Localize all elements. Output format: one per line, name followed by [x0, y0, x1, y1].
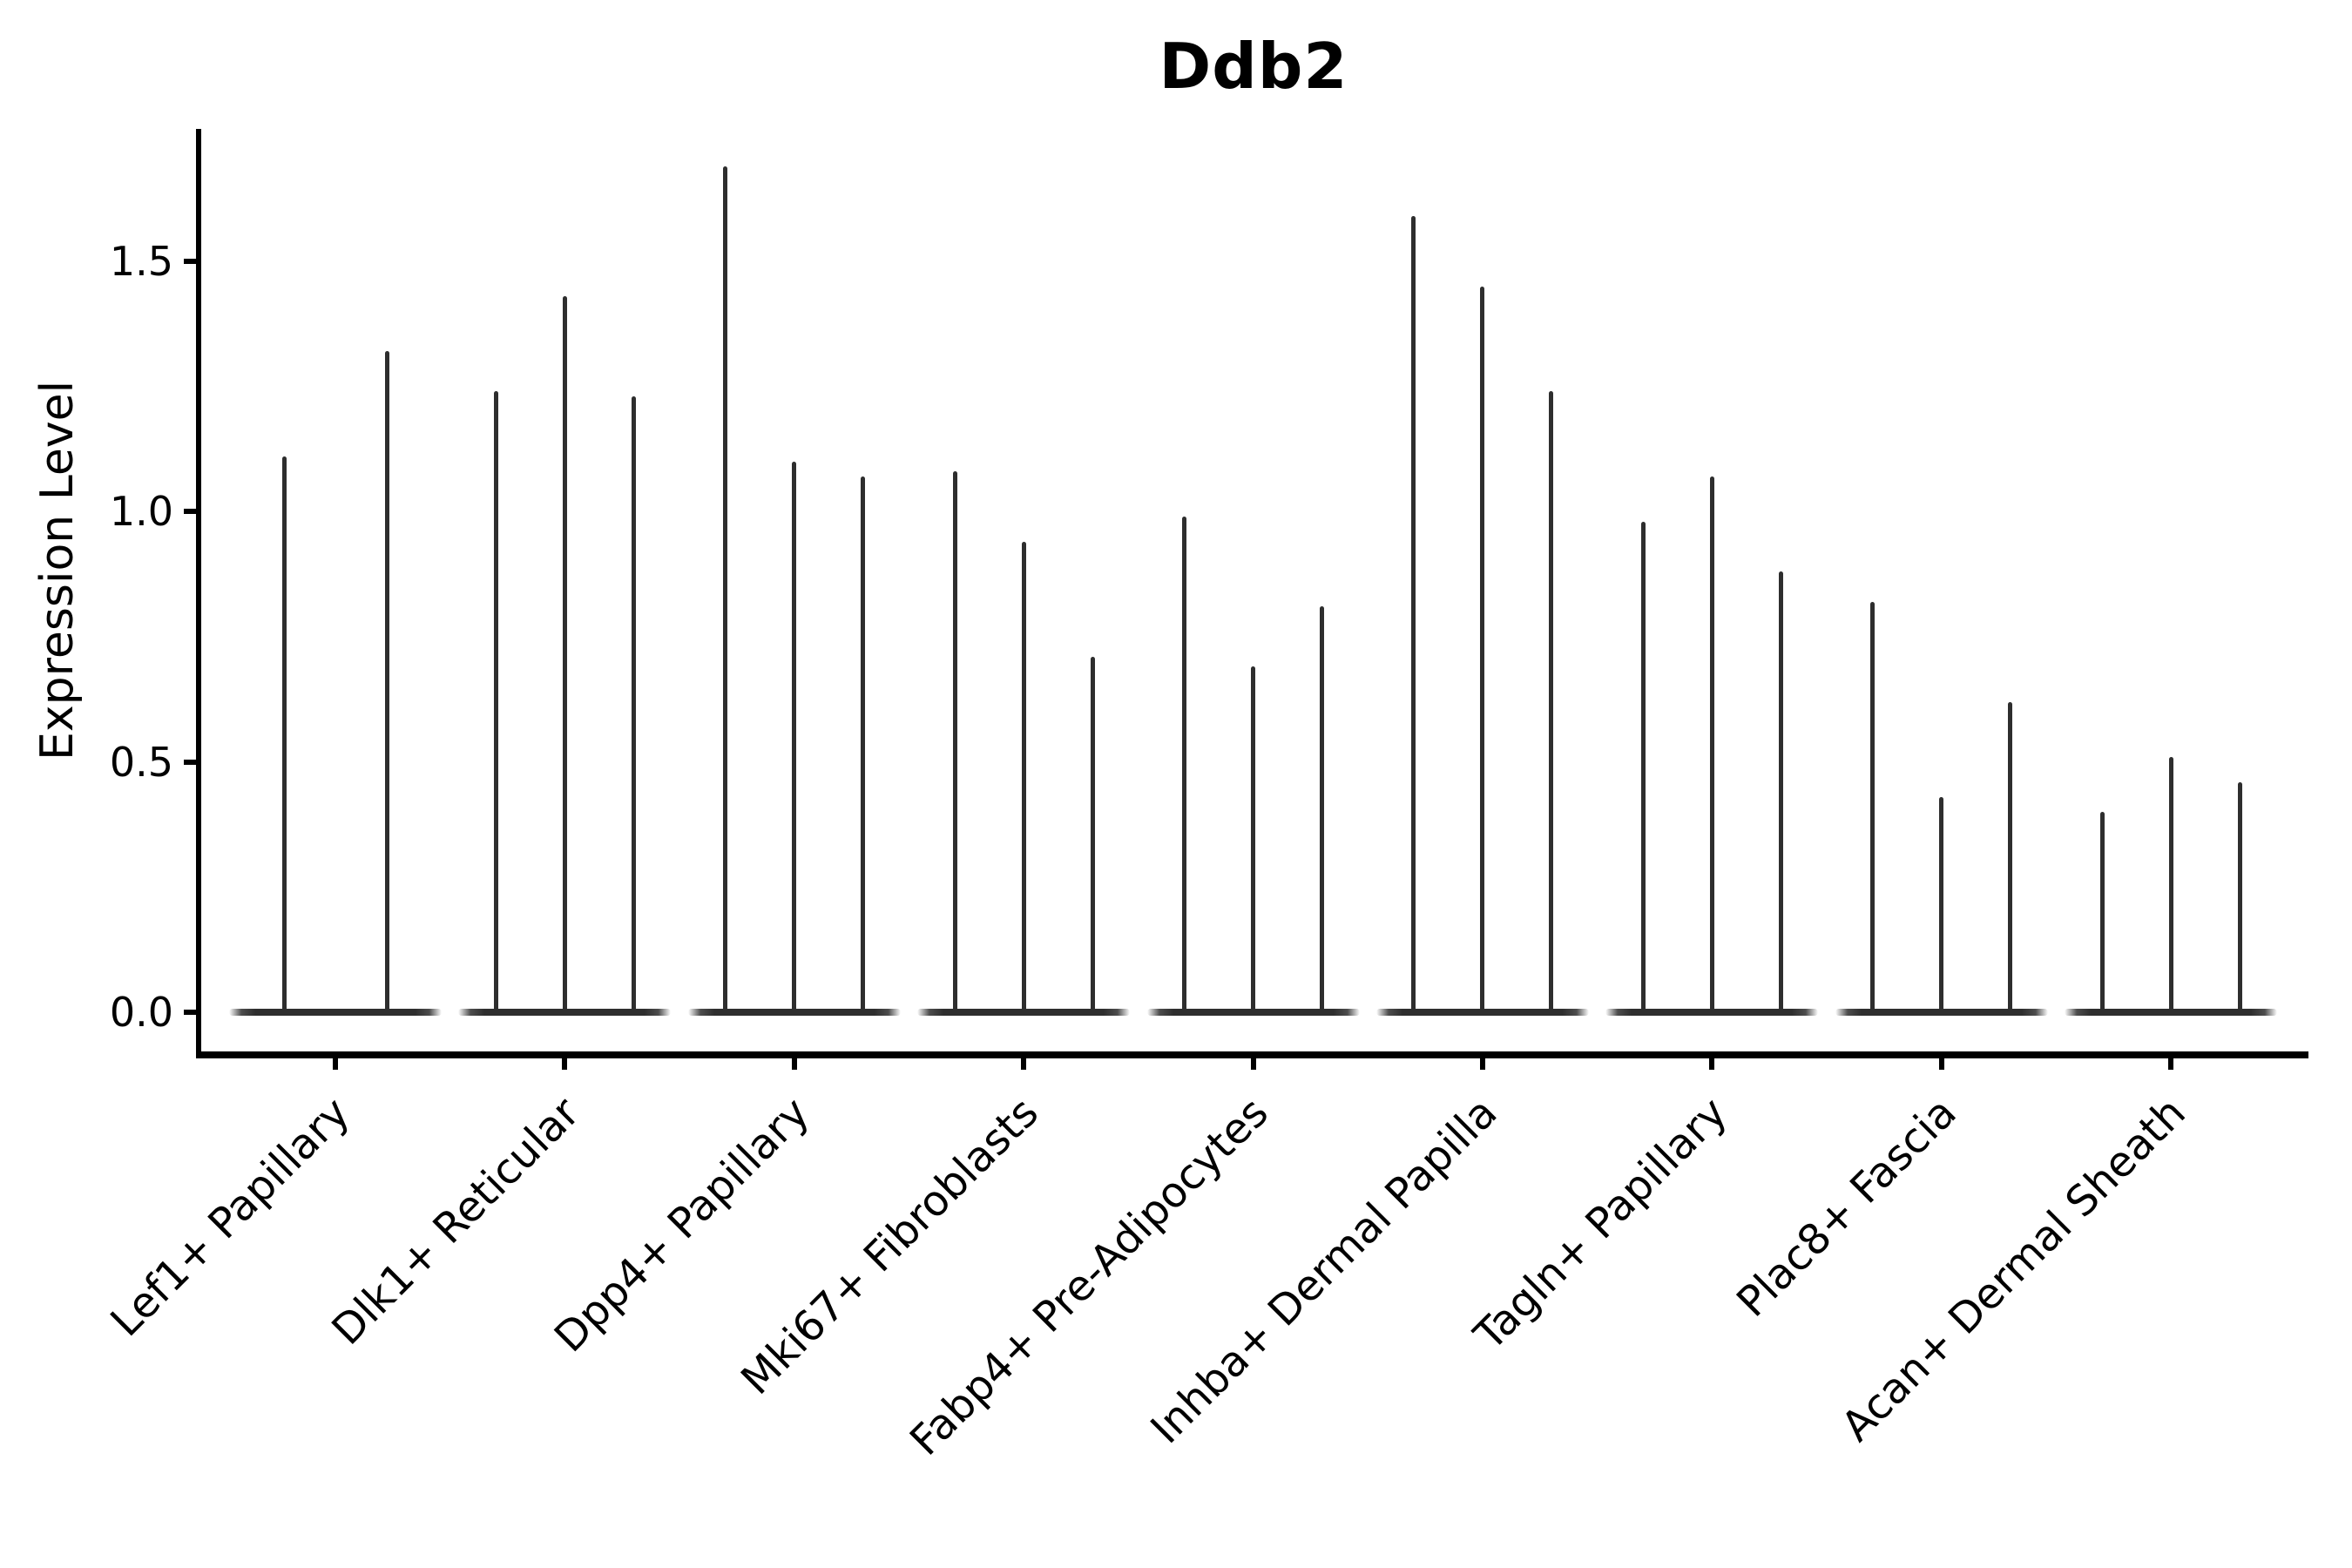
violin-spike: [2168, 756, 2173, 1015]
violin-spike: [1411, 216, 1416, 1015]
violin-spike: [1320, 606, 1324, 1015]
violin-spike: [2099, 812, 2105, 1015]
violin-spike: [861, 476, 866, 1015]
y-tick-label: 0.5: [109, 738, 173, 786]
y-tick-label: 0.0: [109, 989, 173, 1036]
violin-spike: [1251, 666, 1255, 1015]
y-tick: [184, 759, 196, 765]
violin-spike: [1640, 521, 1646, 1015]
violin-spike: [281, 456, 287, 1015]
x-axis-spine: [196, 1051, 2308, 1058]
violin-spike: [2237, 781, 2242, 1015]
violin-spike: [1939, 796, 1944, 1015]
x-tick-label: Dlk1+ Reticular: [322, 1088, 590, 1355]
x-tick: [562, 1058, 568, 1070]
x-tick: [1709, 1058, 1715, 1070]
x-tick-label: Lef1+ Papillary: [101, 1088, 360, 1347]
violin-spike: [562, 296, 567, 1015]
violin-spike: [1870, 601, 1876, 1015]
chart-title: Ddb2: [1159, 30, 1348, 103]
violin-spike: [384, 351, 389, 1015]
y-axis-spine: [196, 129, 201, 1058]
violin-spike: [1021, 541, 1026, 1015]
x-tick-label: Tagln+ Papillary: [1464, 1088, 1737, 1360]
violin-spike: [1182, 517, 1186, 1015]
x-tick: [2168, 1058, 2173, 1070]
violin-spike: [792, 461, 797, 1015]
x-tick: [333, 1058, 338, 1070]
violin-spike: [1778, 571, 1783, 1015]
y-tick: [184, 1010, 196, 1015]
x-tick: [1938, 1058, 1944, 1070]
violin-spike: [1549, 391, 1554, 1015]
x-tick: [1250, 1058, 1256, 1070]
violin-spike: [2008, 701, 2013, 1015]
violin-spike: [1480, 286, 1485, 1015]
violin-spike: [631, 396, 636, 1015]
violin-spike: [493, 391, 498, 1015]
violin-base: [229, 1009, 442, 1016]
x-tick-label: Plac8+ Fascia: [1727, 1088, 1966, 1327]
violin-spike: [1709, 476, 1714, 1015]
y-tick: [184, 258, 196, 264]
x-tick: [1021, 1058, 1027, 1070]
y-tick-label: 1.5: [109, 237, 173, 285]
violin-spike: [723, 166, 728, 1015]
y-tick-label: 1.0: [109, 488, 173, 536]
y-tick: [184, 509, 196, 515]
violin-spike: [952, 471, 957, 1015]
x-tick: [1479, 1058, 1485, 1070]
x-tick: [791, 1058, 797, 1070]
violin-spike: [1090, 656, 1095, 1015]
